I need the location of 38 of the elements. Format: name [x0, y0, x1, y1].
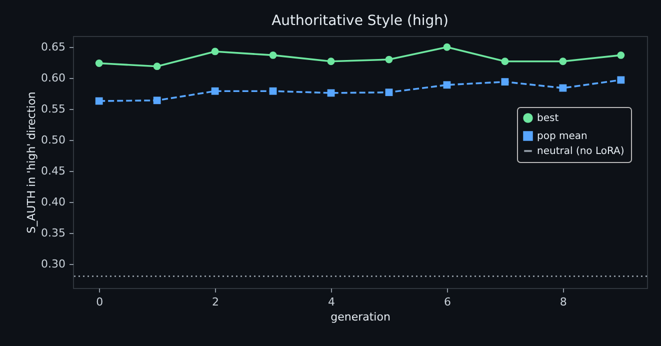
x-tick-label: 4 — [328, 296, 336, 308]
point — [211, 48, 219, 56]
y-tick-label: 0.65 — [41, 40, 66, 54]
point — [95, 97, 103, 105]
y-tick-label: 0.45 — [41, 164, 66, 178]
point — [501, 58, 509, 66]
point — [269, 51, 277, 59]
point — [153, 62, 161, 70]
point — [443, 43, 451, 51]
x-tick-label: 8 — [560, 296, 567, 308]
legend-label: pop mean — [537, 131, 588, 142]
y-tick-label: 0.30 — [41, 257, 66, 270]
x-tick-label: 0 — [96, 296, 104, 308]
point — [95, 60, 103, 67]
y-tick-label: 0.35 — [41, 226, 66, 240]
x-axis-title: generation — [330, 310, 390, 324]
point — [385, 88, 393, 96]
point — [617, 76, 625, 84]
point — [153, 96, 161, 104]
y-tick-label: 0.50 — [41, 134, 66, 147]
y-tick-label: 0.60 — [41, 72, 66, 85]
x-tick-label: 2 — [212, 296, 220, 308]
point — [617, 51, 625, 59]
point — [385, 56, 393, 64]
point — [211, 87, 219, 95]
point — [327, 58, 335, 66]
y-tick-label: 0.40 — [41, 195, 66, 208]
legend-label: best — [537, 113, 559, 124]
point — [269, 87, 277, 95]
point — [443, 81, 451, 89]
point — [559, 84, 567, 92]
y-axis-title: S_AUTH in 'high' direction — [25, 92, 38, 234]
point — [559, 58, 567, 66]
x-tick-label: 6 — [444, 296, 451, 308]
chart-title: Authoritative Style (high) — [272, 13, 448, 29]
legend-label: neutral (no LoRA) — [537, 146, 624, 157]
point — [501, 78, 509, 86]
y-tick-label: 0.55 — [41, 102, 66, 116]
